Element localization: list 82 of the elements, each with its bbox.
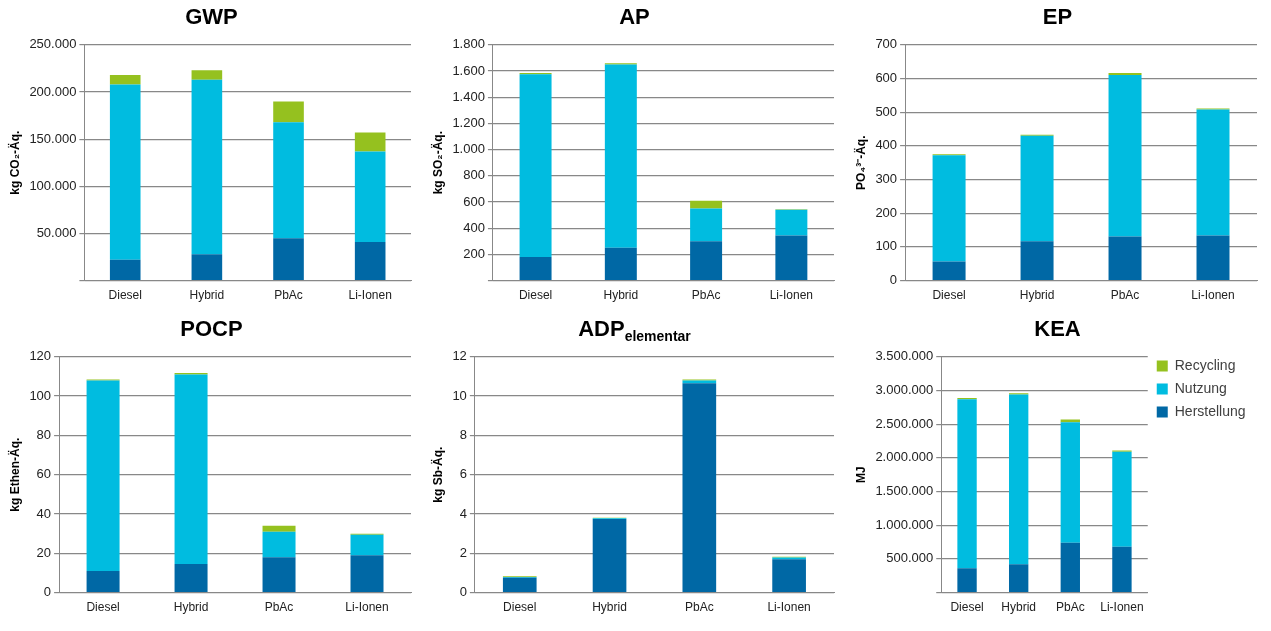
x-tick-label: Hybrid (603, 288, 639, 303)
chart-title: EP (1041, 3, 1074, 31)
y-axis-title: kg SO₂-Äq. (429, 131, 445, 195)
y-tick-label: 250.000 (29, 36, 77, 52)
y-tick-label: 60 (36, 466, 52, 482)
y-tick-label: 500.000 (886, 550, 934, 566)
y-tick-label: 100 (29, 387, 52, 403)
y-tick-label: 300 (875, 171, 898, 187)
y-tick-label: 200 (463, 245, 485, 261)
chart-title: AP (618, 3, 651, 31)
y-tick-label: 150.000 (29, 130, 77, 146)
y-tick-label: 120 (29, 348, 52, 364)
x-tick-label: Diesel (950, 600, 984, 615)
y-tick-label: 1.400 (452, 88, 485, 104)
x-tick-label: Hybrid (189, 288, 225, 303)
x-tick-label: Hybrid (592, 600, 627, 615)
x-tick-label: Li-Ionen (769, 288, 814, 303)
y-tick-label: 80 (36, 426, 52, 442)
x-tick-label: Li-Ionen (348, 288, 392, 303)
y-tick-label: 200 (875, 204, 898, 220)
x-tick-label: PbAc (1055, 600, 1085, 615)
y-tick-label: 2 (459, 544, 467, 560)
x-tick-label: Diesel (86, 600, 120, 615)
y-tick-label: 1.500.000 (875, 483, 934, 499)
y-tick-label: 600 (875, 70, 898, 86)
y-tick-label: 0 (889, 272, 898, 288)
x-tick-label: Diesel (503, 600, 537, 615)
chart-title: GWP (184, 3, 239, 31)
y-tick-label: 8 (459, 426, 467, 442)
y-tick-label: 800 (463, 167, 485, 183)
x-tick-label: Li-Ionen (1100, 600, 1144, 615)
x-tick-label: PbAc (274, 288, 303, 303)
y-tick-label: 3.500.000 (875, 348, 934, 364)
y-tick-label: 50.000 (36, 225, 77, 241)
legend-label: Herstellung (1174, 402, 1246, 419)
y-tick-label: 500 (875, 103, 898, 119)
y-axis-title: kg Sb-Äq. (429, 446, 445, 503)
x-tick-label: Diesel (108, 288, 142, 303)
y-tick-label: 0 (43, 584, 52, 600)
y-tick-label: 2.000.000 (875, 449, 934, 465)
x-tick-label: Hybrid (1001, 600, 1037, 615)
x-tick-label: PbAc (264, 600, 294, 615)
y-tick-label: 600 (463, 193, 485, 209)
y-tick-label: 100 (875, 238, 898, 254)
y-axis-title: PO₄³⁻-Äq. (852, 135, 868, 190)
y-tick-label: 2.500.000 (875, 415, 934, 431)
chart-title: POCP (179, 315, 244, 343)
x-tick-label: Li-Ionen (345, 600, 389, 615)
y-tick-label: 12 (452, 348, 467, 364)
y-tick-label: 700 (875, 36, 898, 52)
y-tick-label: 3.000.000 (875, 382, 934, 398)
x-tick-label: Li-Ionen (767, 600, 811, 615)
x-tick-label: Diesel (932, 288, 966, 303)
y-tick-label: 1.000 (452, 141, 485, 157)
y-tick-label: 10 (452, 387, 467, 403)
y-tick-label: 1.000.000 (875, 516, 934, 532)
y-tick-label: 200.000 (29, 83, 77, 99)
y-axis-title: kg Ethen-Äq. (6, 437, 22, 512)
y-tick-label: 6 (459, 466, 467, 482)
x-tick-label: PbAc (684, 600, 714, 615)
legend-label: Nutzung (1174, 379, 1227, 396)
y-tick-label: 20 (36, 544, 52, 560)
x-tick-label: Hybrid (173, 600, 209, 615)
x-tick-label: Hybrid (1019, 288, 1055, 303)
y-tick-label: 1.600 (452, 62, 485, 78)
y-axis-title: MJ (853, 466, 868, 484)
x-tick-label: PbAc (1110, 288, 1140, 303)
legend-label: Recycling (1174, 356, 1236, 373)
y-tick-label: 100.000 (29, 177, 77, 193)
y-tick-label: 4 (459, 505, 467, 521)
x-tick-label: Li-Ionen (1191, 288, 1235, 303)
x-tick-label: PbAc (691, 288, 721, 303)
y-tick-label: 1.200 (452, 114, 485, 130)
y-tick-label: 40 (36, 505, 52, 521)
chart-title: ADP$_{elementar}$ (577, 315, 692, 346)
y-tick-label: 400 (463, 219, 485, 235)
y-tick-label: 1.800 (452, 36, 485, 52)
chart-title: KEA (1033, 315, 1082, 343)
y-tick-label: 400 (875, 137, 898, 153)
y-axis-title: kg CO₂-Äq. (6, 130, 22, 195)
y-tick-label: 0 (459, 584, 467, 600)
x-tick-label: Diesel (518, 288, 553, 303)
